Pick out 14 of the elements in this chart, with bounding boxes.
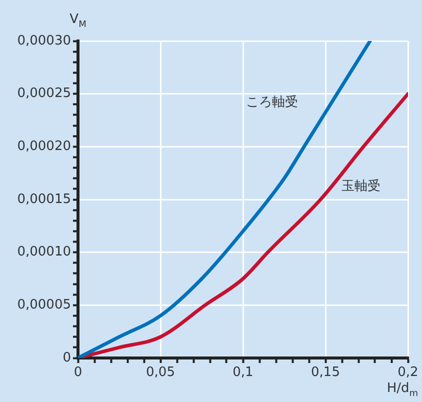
x-tick-label: 0,15 <box>311 365 340 380</box>
series-label: ころ軸受 <box>246 95 298 110</box>
y-tick-label: 0,00025 <box>17 86 71 102</box>
y-tick-label: 0 <box>62 350 71 366</box>
y-tick-label: 0,00005 <box>17 298 71 313</box>
x-tick-label: 0,05 <box>146 365 175 380</box>
x-tick-label: 0,1 <box>232 365 254 380</box>
y-tick-label: 0,00015 <box>17 192 71 207</box>
y-tick-label: 0,00020 <box>17 139 71 154</box>
series-label: 玉軸受 <box>341 179 380 194</box>
x-tick-label: 0,2 <box>398 365 418 380</box>
y-tick-label: 0,00010 <box>17 244 71 260</box>
x-tick-label: 0 <box>74 365 82 380</box>
y-tick-label: 0,00030 <box>17 33 71 48</box>
